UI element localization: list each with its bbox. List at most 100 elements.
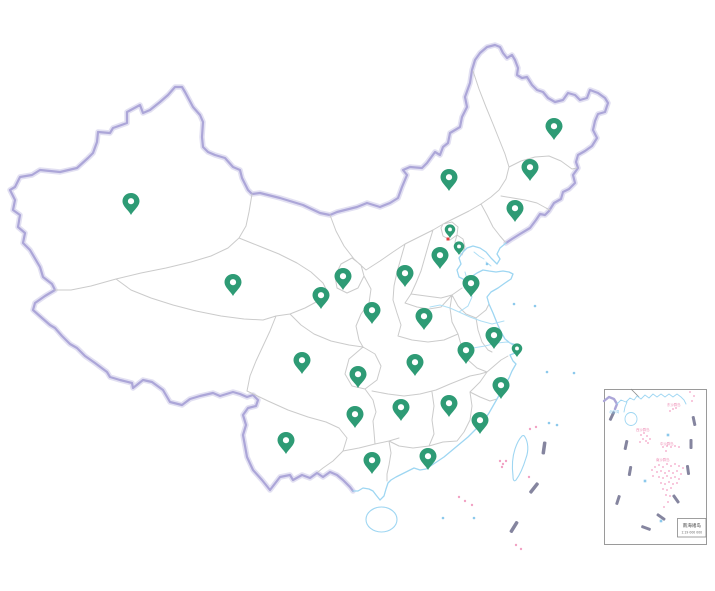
inset-island-dot-pink xyxy=(672,408,674,410)
inset-island-dot-pink xyxy=(675,407,677,409)
pin-zhejiang[interactable] xyxy=(492,377,510,399)
pin-guangxi[interactable] xyxy=(363,452,381,474)
inset-island-dot-pink xyxy=(639,441,641,443)
dash-segment-3 xyxy=(685,464,691,476)
inset-island-dot-pink xyxy=(668,470,670,472)
pin-anhui[interactable] xyxy=(457,342,475,364)
pin-jilin[interactable] xyxy=(521,159,539,181)
inset-island-dot-pink xyxy=(693,395,695,397)
pin-jiangxi-hole xyxy=(445,400,453,407)
dash-segment-5 xyxy=(656,513,666,521)
pin-sichuan-hole xyxy=(298,357,306,364)
inset-island-dot-pink xyxy=(656,471,658,473)
pin-chongqing-hole xyxy=(354,371,362,378)
pin-jiangxi[interactable] xyxy=(440,395,458,417)
pin-gansu[interactable] xyxy=(312,287,330,309)
inset-island-dot-pink xyxy=(664,472,666,474)
island-dot-pink xyxy=(528,427,532,431)
pin-liaoning-hole xyxy=(511,205,519,212)
pin-shaanxi[interactable] xyxy=(363,302,381,324)
inset-island-dot-pink xyxy=(658,476,660,478)
inset-label: 北部湾 xyxy=(609,409,620,414)
pin-guizhou[interactable] xyxy=(346,406,364,428)
inset-island-dot-pink xyxy=(676,470,678,472)
inset-caption-box xyxy=(677,518,707,538)
inset-island-dot-pink xyxy=(663,506,665,508)
island-dot-blue xyxy=(441,516,445,520)
pin-beijing[interactable] xyxy=(444,224,456,238)
pin-heilongjiang[interactable] xyxy=(545,118,563,140)
pin-jiangsu-hole xyxy=(490,332,498,339)
pin-zhejiang-hole xyxy=(497,382,505,389)
dash-segment-6 xyxy=(641,525,651,531)
province-borders xyxy=(54,70,578,482)
pin-guangdong[interactable] xyxy=(419,448,437,470)
pin-hubei-hole xyxy=(411,359,419,366)
pin-shandong-hole xyxy=(467,280,475,287)
inset-island-dot-pink xyxy=(670,477,672,479)
inset-island-dot-pink xyxy=(678,465,680,467)
dash-segment-1 xyxy=(541,441,547,455)
inset-island-dot-pink xyxy=(669,495,671,497)
capital-marker xyxy=(446,237,450,241)
dash-segment-4 xyxy=(672,494,680,504)
dash-segment-2 xyxy=(689,439,693,449)
island-dot-blue xyxy=(485,262,489,266)
pin-jiangsu[interactable] xyxy=(485,327,503,349)
inset-island-dot-pink xyxy=(662,477,664,479)
pin-liaoning[interactable] xyxy=(506,200,524,222)
pin-hunan[interactable] xyxy=(392,399,410,421)
island-dot-blue xyxy=(572,371,576,375)
pin-chongqing[interactable] xyxy=(349,366,367,388)
inset-island-dot-pink xyxy=(691,400,693,402)
inset-island-dot-pink xyxy=(660,470,662,472)
dash-segment-2 xyxy=(529,482,539,494)
pin-shanghai[interactable] xyxy=(511,343,523,357)
inset-island-dot-pink xyxy=(674,476,676,478)
inset-island-dot-pink xyxy=(682,467,684,469)
pin-ningxia[interactable] xyxy=(334,268,352,290)
pin-tianjin[interactable] xyxy=(453,241,465,255)
national-border-halo xyxy=(7,42,611,494)
inset-island-dot-pink xyxy=(662,446,664,448)
location-pins xyxy=(122,118,563,474)
hainan-island xyxy=(365,506,398,533)
pin-shandong[interactable] xyxy=(462,275,480,297)
island-dot-pink xyxy=(519,547,523,551)
inset-island-dot-pink xyxy=(668,481,670,483)
pin-fujian[interactable] xyxy=(471,412,489,434)
inset-island-dot-pink xyxy=(666,489,668,491)
pin-shaanxi-hole xyxy=(368,307,376,314)
pin-qinghai[interactable] xyxy=(224,274,242,296)
inset-island-dot-pink xyxy=(643,432,645,434)
inset-label: 南沙群岛 xyxy=(656,457,670,462)
inset-island-dot-pink xyxy=(642,438,644,440)
inset-island-dot-pink xyxy=(672,472,674,474)
inset-label: 西沙群岛 xyxy=(636,427,650,432)
inset-national-border xyxy=(602,395,619,411)
pin-sichuan[interactable] xyxy=(293,352,311,374)
nine-dash-line-main xyxy=(509,441,547,533)
pin-xinjiang[interactable] xyxy=(122,193,140,215)
inset-island-dot-pink xyxy=(676,482,678,484)
pin-yunnan[interactable] xyxy=(277,432,295,454)
inset-island-dot-pink xyxy=(689,391,691,393)
inset-island-dot-pink xyxy=(645,440,647,442)
island-dot-pink xyxy=(498,459,502,463)
pin-shanxi[interactable] xyxy=(396,265,414,287)
pin-inner-mongolia[interactable] xyxy=(440,169,458,191)
inset-island-dot-pink xyxy=(670,487,672,489)
pin-hubei[interactable] xyxy=(406,354,424,376)
inset-island-dot-pink xyxy=(666,445,668,447)
pin-hebei[interactable] xyxy=(431,247,449,269)
pin-henan[interactable] xyxy=(415,308,433,330)
inset-island-dot-pink xyxy=(665,450,667,452)
pin-inner-mongolia-hole xyxy=(445,174,453,181)
pin-guangdong-hole xyxy=(424,453,432,460)
pin-anhui-hole xyxy=(462,347,470,354)
inset-island-dot-blue xyxy=(666,433,670,437)
pin-fujian-hole xyxy=(476,417,484,424)
island-dot-pink xyxy=(500,465,504,469)
